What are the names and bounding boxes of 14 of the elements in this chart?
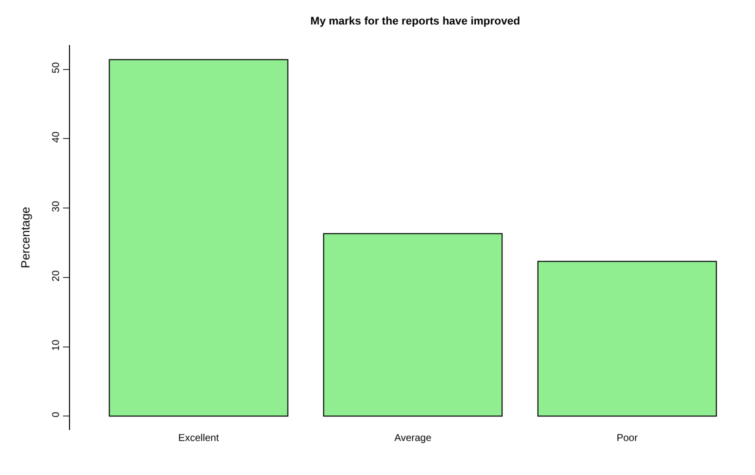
x-tick-label: Excellent — [178, 433, 220, 444]
y-tick-label: 0 — [51, 411, 62, 418]
x-tick-label: Average — [394, 433, 432, 444]
y-tick-label: 50 — [51, 62, 62, 74]
chart-title: My marks for the reports have improved — [310, 15, 520, 28]
bar — [537, 260, 717, 417]
x-tick-label: Poor — [616, 433, 638, 444]
y-tick-label: 30 — [51, 200, 62, 212]
y-axis-title: Percentage — [18, 206, 32, 268]
y-tick-label: 10 — [51, 339, 62, 351]
y-tick-label: 40 — [51, 131, 62, 143]
y-tick-label: 20 — [51, 270, 62, 282]
bar — [323, 233, 503, 417]
bar — [108, 59, 288, 417]
